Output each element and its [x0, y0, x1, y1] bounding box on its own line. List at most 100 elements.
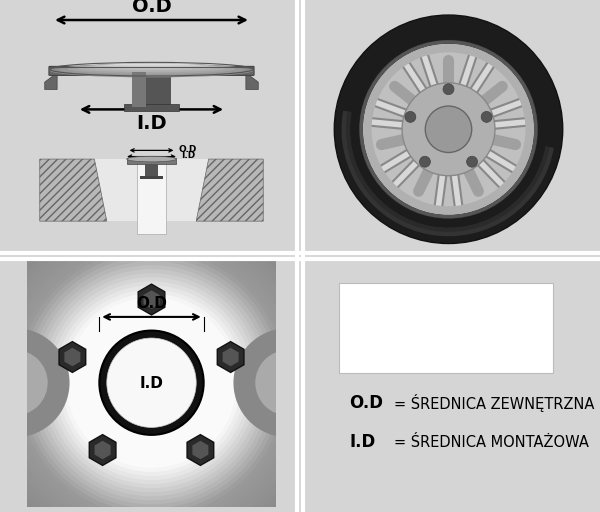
Text: I.D: I.D: [136, 114, 167, 134]
Ellipse shape: [68, 63, 235, 74]
Polygon shape: [138, 284, 165, 315]
Ellipse shape: [103, 63, 200, 67]
FancyArrowPatch shape: [439, 155, 445, 205]
Ellipse shape: [50, 63, 253, 77]
Circle shape: [148, 379, 155, 387]
Polygon shape: [89, 435, 116, 465]
FancyArrowPatch shape: [471, 143, 514, 169]
FancyArrowPatch shape: [475, 87, 502, 108]
FancyBboxPatch shape: [49, 67, 254, 75]
FancyArrowPatch shape: [395, 87, 422, 108]
Circle shape: [481, 112, 492, 122]
Circle shape: [0, 160, 374, 512]
Circle shape: [0, 208, 326, 512]
Circle shape: [10, 241, 293, 512]
Text: O.D: O.D: [136, 296, 167, 311]
FancyArrowPatch shape: [377, 102, 424, 120]
Bar: [127, 158, 176, 164]
Circle shape: [139, 371, 164, 395]
Polygon shape: [143, 290, 160, 309]
Polygon shape: [64, 348, 80, 366]
Circle shape: [127, 358, 176, 407]
Circle shape: [0, 139, 395, 512]
Circle shape: [46, 278, 257, 488]
Circle shape: [363, 44, 534, 215]
Circle shape: [0, 350, 48, 416]
FancyArrowPatch shape: [471, 143, 514, 169]
Ellipse shape: [127, 156, 176, 162]
Bar: [145, 164, 158, 177]
Ellipse shape: [112, 63, 191, 66]
FancyArrowPatch shape: [424, 56, 440, 104]
Circle shape: [425, 106, 472, 153]
Circle shape: [42, 273, 261, 492]
FancyArrowPatch shape: [452, 155, 458, 205]
FancyArrowPatch shape: [395, 148, 430, 184]
Text: O.D: O.D: [349, 394, 383, 412]
Circle shape: [0, 176, 358, 512]
FancyArrowPatch shape: [475, 122, 525, 127]
FancyArrowPatch shape: [407, 65, 434, 108]
Circle shape: [0, 184, 350, 512]
Text: I.D: I.D: [181, 152, 196, 160]
Text: = ŚREDNICA MONTAŻOWA: = ŚREDNICA MONTAŻOWA: [394, 435, 589, 450]
Polygon shape: [187, 435, 214, 465]
Circle shape: [0, 192, 342, 512]
Circle shape: [0, 180, 354, 512]
Circle shape: [0, 212, 322, 512]
FancyArrowPatch shape: [467, 148, 502, 184]
Circle shape: [103, 334, 200, 432]
Circle shape: [0, 172, 362, 512]
FancyArrowPatch shape: [439, 155, 445, 205]
Polygon shape: [95, 441, 110, 459]
Bar: [339, 284, 553, 373]
Bar: [131, 72, 146, 107]
FancyArrowPatch shape: [407, 65, 434, 108]
Circle shape: [0, 221, 314, 512]
Circle shape: [67, 297, 236, 468]
Circle shape: [99, 330, 204, 435]
FancyArrowPatch shape: [377, 102, 424, 120]
Circle shape: [119, 350, 184, 415]
Ellipse shape: [94, 63, 209, 69]
Circle shape: [233, 328, 343, 437]
Circle shape: [467, 156, 478, 167]
FancyArrowPatch shape: [383, 143, 426, 169]
Circle shape: [86, 318, 217, 447]
FancyArrowPatch shape: [457, 56, 473, 104]
Circle shape: [17, 249, 286, 512]
FancyArrowPatch shape: [475, 122, 525, 127]
FancyArrowPatch shape: [419, 160, 434, 191]
Circle shape: [0, 328, 70, 437]
Circle shape: [0, 200, 334, 512]
Polygon shape: [217, 342, 244, 372]
Bar: [50, 71, 253, 75]
FancyArrowPatch shape: [482, 137, 515, 144]
Circle shape: [255, 350, 321, 416]
Polygon shape: [196, 159, 263, 221]
FancyArrowPatch shape: [452, 155, 458, 205]
Circle shape: [443, 84, 454, 95]
Bar: [131, 72, 172, 107]
Circle shape: [54, 285, 249, 480]
Circle shape: [107, 338, 196, 428]
Circle shape: [359, 40, 538, 219]
Bar: [140, 177, 163, 179]
Circle shape: [143, 375, 160, 391]
Bar: [40, 159, 263, 221]
Circle shape: [91, 322, 212, 443]
Circle shape: [405, 112, 416, 122]
Circle shape: [100, 331, 203, 435]
FancyArrowPatch shape: [463, 65, 490, 108]
FancyArrowPatch shape: [372, 122, 422, 127]
FancyArrowPatch shape: [467, 148, 502, 184]
Circle shape: [26, 257, 277, 508]
Circle shape: [0, 147, 387, 512]
Polygon shape: [246, 75, 258, 90]
Bar: [137, 159, 166, 233]
Polygon shape: [40, 159, 107, 221]
Circle shape: [38, 269, 265, 496]
Circle shape: [34, 265, 269, 500]
Circle shape: [0, 204, 330, 512]
Polygon shape: [59, 342, 86, 372]
